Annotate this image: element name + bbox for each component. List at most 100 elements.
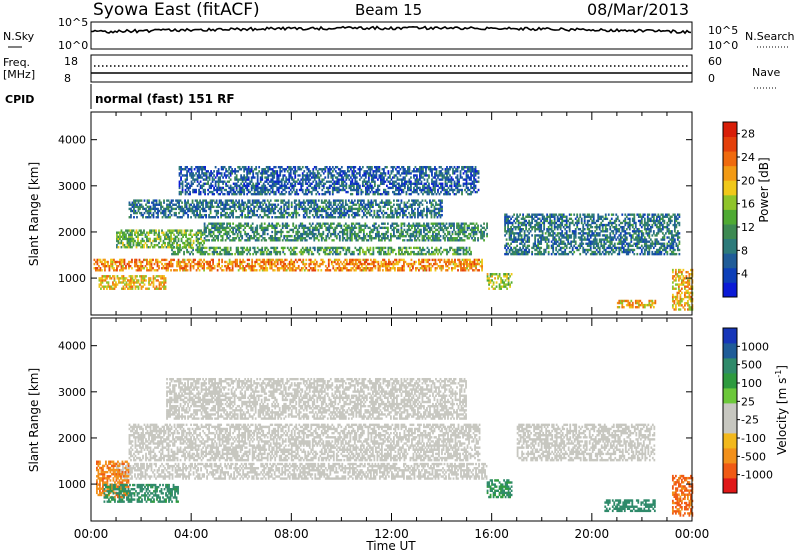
heatmap-cell	[317, 216, 320, 219]
heatmap-cell	[315, 174, 318, 177]
heatmap-cell	[325, 165, 328, 169]
heatmap-cell	[285, 186, 288, 190]
heatmap-cell	[158, 203, 161, 206]
heatmap-cell	[357, 267, 360, 270]
heatmap-cell	[146, 235, 148, 239]
heatmap-cell	[336, 165, 339, 169]
heatmap-cell	[438, 211, 440, 215]
heatmap-cell	[313, 228, 316, 232]
heatmap-cell	[190, 184, 193, 188]
heatmap-cell	[122, 275, 125, 278]
heatmap-cell	[327, 170, 330, 173]
heatmap-cell	[235, 216, 238, 219]
heatmap-cell	[173, 233, 175, 236]
heatmap-cell	[229, 184, 232, 188]
heatmap-cell	[164, 233, 166, 236]
heatmap-cell	[304, 201, 307, 204]
heatmap-cell	[236, 228, 239, 232]
heatmap-cell	[181, 182, 184, 185]
heatmap-cell	[164, 277, 167, 280]
heatmap-cell	[460, 237, 463, 240]
heatmap-cell	[225, 170, 228, 173]
heatmap-cell	[229, 199, 232, 202]
heatmap-cell	[242, 260, 245, 264]
heatmap-cell	[320, 232, 323, 236]
heatmap-cell	[331, 213, 334, 217]
heatmap-cell	[278, 267, 281, 270]
heatmap-cell	[202, 178, 205, 181]
heatmap-cell	[353, 199, 356, 202]
heatmap-cell	[224, 230, 227, 234]
heatmap-cell	[217, 252, 220, 256]
heatmap-cell	[242, 201, 245, 204]
station-title: Syowa East (fitACF)	[93, 0, 260, 20]
heatmap-cell	[486, 234, 488, 238]
heatmap-cell	[155, 279, 158, 282]
heatmap-cell	[282, 267, 285, 270]
heatmap-cell	[133, 283, 135, 286]
heatmap-cell	[405, 248, 408, 252]
heatmap-cell	[226, 250, 229, 254]
heatmap-cell	[163, 211, 165, 215]
heatmap-cell	[132, 229, 135, 232]
heatmap-cell	[355, 226, 358, 230]
heatmap-cell	[289, 168, 292, 171]
heatmap-cell	[343, 224, 346, 227]
heatmap-cell	[319, 226, 322, 230]
heatmap-cell	[274, 234, 277, 238]
heatmap-cell	[350, 205, 353, 209]
heatmap-cell	[274, 199, 277, 202]
heatmap-cell	[400, 201, 403, 204]
heatmap-cell	[365, 211, 368, 215]
heatmap-cell	[178, 168, 181, 171]
heatmap-cell	[346, 248, 349, 252]
heatmap-cell	[358, 205, 361, 209]
heatmap-cell	[207, 264, 210, 268]
heatmap-cell	[149, 283, 152, 286]
heatmap-cell	[267, 258, 270, 262]
heatmap-cell	[313, 246, 316, 250]
heatmap-cell	[334, 248, 337, 252]
heatmap-cell	[299, 239, 302, 242]
heatmap-cell	[207, 170, 209, 173]
heatmap-cell	[181, 216, 183, 219]
heatmap-cell	[135, 229, 138, 232]
heatmap-cell	[274, 230, 277, 234]
heatmap-cell	[143, 277, 146, 280]
heatmap-cell	[253, 186, 256, 190]
heatmap-cell	[274, 252, 277, 256]
heatmap-cell	[352, 222, 355, 225]
heatmap-cell	[446, 260, 449, 264]
heatmap-cell	[111, 258, 114, 262]
heatmap-cell	[288, 264, 291, 268]
heatmap-cell	[315, 262, 318, 266]
heatmap-cell	[383, 264, 386, 268]
heatmap-cell	[191, 211, 194, 215]
heatmap-cell	[384, 252, 387, 256]
heatmap-cell	[211, 201, 213, 204]
heatmap-cell	[315, 182, 318, 185]
heatmap-cell	[270, 190, 273, 194]
heatmap-cell	[374, 267, 377, 270]
heatmap-cell	[162, 239, 165, 243]
heatmap-cell	[229, 228, 232, 232]
heatmap-cell	[357, 260, 360, 264]
heatmap-cell	[122, 241, 124, 245]
heatmap-cell	[366, 258, 369, 262]
heatmap-cell	[227, 267, 230, 270]
heatmap-cell	[289, 252, 292, 256]
heatmap-cell	[95, 269, 97, 272]
heatmap-cell	[231, 252, 234, 256]
heatmap-cell	[144, 233, 147, 236]
heatmap-cell	[286, 211, 289, 215]
heatmap-cell	[247, 211, 250, 215]
heatmap-cell	[405, 209, 407, 213]
heatmap-cell	[200, 264, 202, 268]
heatmap-cell	[232, 230, 235, 234]
heatmap-cell	[273, 260, 276, 264]
heatmap-cell	[325, 246, 328, 250]
heatmap-cell	[199, 246, 202, 250]
heatmap-cell	[130, 209, 132, 213]
heatmap-cell	[250, 228, 253, 232]
heatmap-cell	[288, 180, 291, 183]
